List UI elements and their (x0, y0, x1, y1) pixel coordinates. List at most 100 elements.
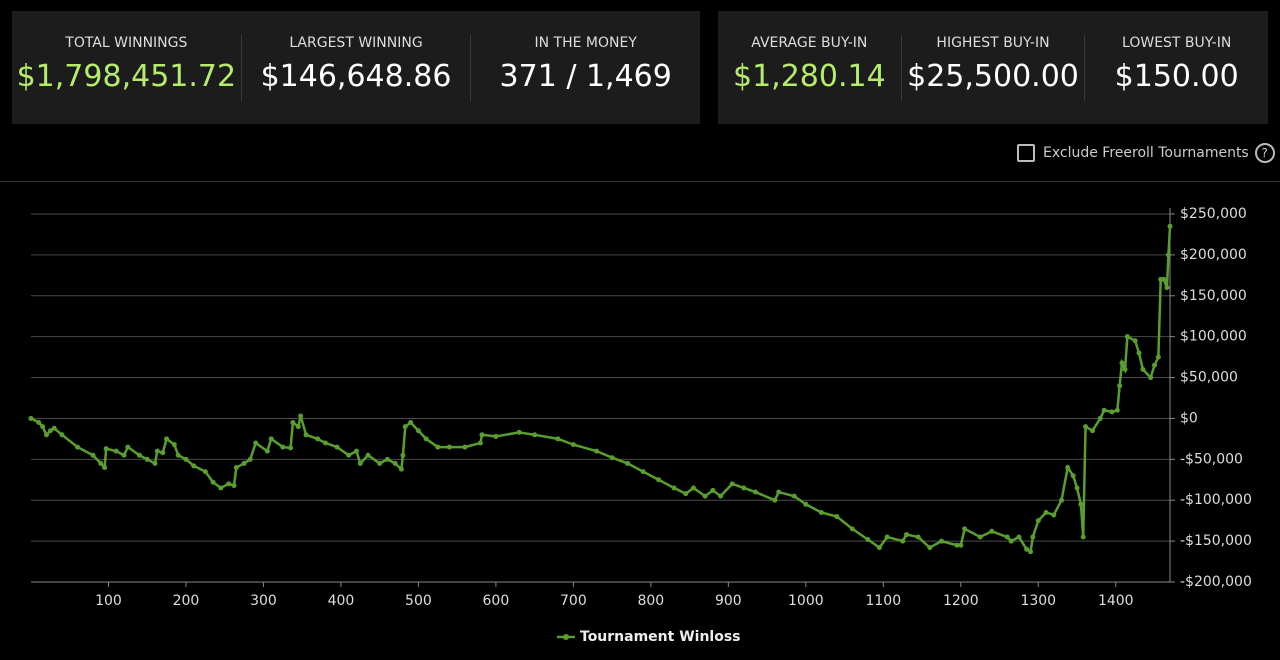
point (989, 528, 995, 534)
point (346, 452, 352, 458)
point (384, 456, 390, 462)
point (400, 452, 406, 458)
point (226, 481, 232, 487)
point (268, 436, 274, 442)
y-tick-label: $200,000 (1180, 247, 1247, 263)
point (1030, 534, 1036, 540)
stat-label: AVERAGE BUY-IN (751, 34, 868, 51)
x-tick-label: 200 (173, 593, 200, 609)
point (729, 481, 735, 487)
x-tick-label: 400 (328, 593, 355, 609)
point (1114, 407, 1120, 413)
point (772, 497, 778, 503)
x-tick-label: 100 (95, 593, 122, 609)
point (98, 460, 104, 466)
point (1083, 424, 1089, 430)
help-icon[interactable]: ? (1254, 143, 1275, 163)
stat-value: $146,648.86 (260, 58, 452, 94)
point (1165, 252, 1171, 258)
point (555, 436, 561, 442)
point (776, 489, 782, 495)
stat-label: HIGHEST BUY-IN (936, 34, 1050, 51)
stat-label: LOWEST BUY-IN (1122, 34, 1232, 51)
stats-panel: TOTAL WINNINGS $1,798,451.72 LARGEST WINNI… (12, 11, 700, 124)
point (423, 436, 429, 442)
point (958, 542, 964, 548)
point (938, 538, 944, 544)
stat: TOTAL WINNINGS $1,798,451.72 (12, 34, 242, 101)
point (479, 432, 485, 438)
y-tick-label: -$50,000 (1180, 451, 1243, 467)
point (1117, 383, 1123, 389)
point (152, 460, 158, 466)
stat-label: IN THE MONEY (534, 34, 637, 51)
point (357, 460, 363, 466)
point (175, 452, 181, 458)
point (803, 501, 809, 507)
point (1122, 366, 1128, 372)
point (377, 460, 383, 466)
point (791, 493, 797, 499)
point (435, 444, 441, 450)
x-tick-label: 1100 (865, 593, 901, 609)
point (290, 420, 296, 426)
y-tick-label: -$150,000 (1180, 533, 1252, 549)
point (849, 526, 855, 532)
point (594, 448, 600, 454)
point (164, 436, 170, 442)
stat: IN THE MONEY 371 / 1,469 (471, 35, 700, 101)
point (446, 444, 452, 450)
point (718, 493, 724, 499)
x-tick-label: 1000 (788, 593, 824, 609)
point (1101, 407, 1107, 413)
point (1059, 497, 1065, 503)
point (1090, 428, 1096, 434)
stat-value: $1,280.14 (732, 58, 886, 94)
point (36, 420, 42, 426)
point (1028, 549, 1034, 555)
point (1078, 501, 1084, 507)
stat-value: $25,500.00 (907, 58, 1079, 94)
point (298, 413, 304, 419)
point (90, 452, 96, 458)
point (1167, 223, 1173, 229)
point (1074, 485, 1080, 491)
stat: AVERAGE BUY-IN $1,280.14 (718, 34, 902, 101)
point (493, 433, 499, 439)
legend-label: Tournament Winloss (580, 629, 741, 645)
point (154, 448, 160, 454)
point (904, 532, 910, 538)
point (233, 465, 239, 471)
point (334, 444, 340, 450)
filter[interactable]: Exclude Freeroll Tournaments ? (1017, 143, 1275, 163)
x-tick-label: 500 (405, 593, 432, 609)
point (516, 429, 522, 435)
divider (0, 181, 1280, 182)
point (977, 534, 983, 540)
point (1080, 534, 1086, 540)
point (818, 509, 824, 515)
point (1140, 366, 1146, 372)
stat: HIGHEST BUY-IN $25,500.00 (902, 34, 1086, 101)
filter-label[interactable]: Exclude Freeroll Tournaments (1043, 145, 1249, 161)
stat-label: TOTAL WINNINGS (65, 34, 188, 51)
point (241, 460, 247, 466)
point (640, 469, 646, 475)
point (408, 420, 414, 426)
point (876, 545, 882, 551)
stat-value: $150.00 (1114, 58, 1239, 94)
point (315, 436, 321, 442)
checkbox[interactable] (1017, 144, 1035, 162)
point (752, 489, 758, 495)
point (690, 485, 696, 491)
point (1051, 512, 1057, 518)
point (51, 425, 57, 431)
point (1008, 538, 1014, 544)
point (1124, 334, 1130, 340)
point (247, 456, 253, 462)
point (392, 460, 398, 466)
point (183, 456, 189, 462)
point (102, 465, 108, 471)
point (1148, 375, 1154, 381)
